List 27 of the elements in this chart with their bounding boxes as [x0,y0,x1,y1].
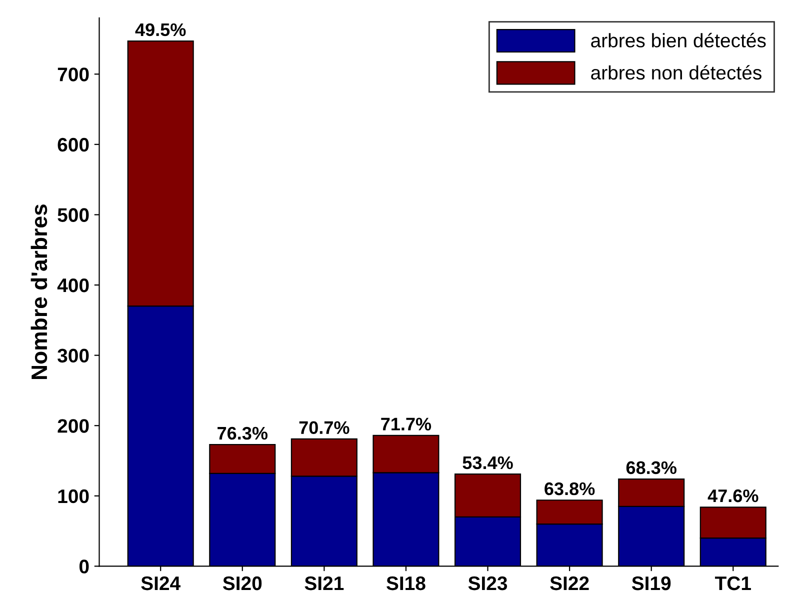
x-tick-label: TC1 [714,576,751,590]
x-tick-label: SI23 [468,576,508,590]
y-tick-label: 300 [58,348,89,363]
y-tick-label: 0 [79,560,89,574]
x-tick-label: SI19 [632,576,671,590]
annotation: 49.5% [135,23,186,36]
y-tick-label: 600 [58,138,89,152]
x-tick-label: SI21 [304,576,344,590]
y-tick-label: 500 [58,208,89,222]
x-tick-label: SI18 [386,576,426,590]
annotation: 53.4% [462,456,513,470]
annotation: 68.3% [626,461,676,474]
annotation: 71.7% [381,418,432,430]
legend-label: arbres bien détectés [591,32,766,48]
y-tick-label: 400 [57,278,89,292]
legend-label: arbres non détectés [591,65,762,80]
y-tick-label: 700 [58,68,89,82]
x-tick-label: SI24 [141,576,180,590]
y-axis-title: Nombre d'arbres [30,204,48,380]
y-tick-label: 200 [58,419,89,433]
annotation: 76.3% [218,426,268,440]
x-tick-label: SI20 [222,576,262,590]
annotation: 63.8% [544,482,595,496]
annotation: 70.7% [299,421,350,434]
x-tick-label: SI22 [550,576,589,590]
y-tick-label: 100 [58,489,89,504]
annotation: 47.6% [708,489,758,502]
